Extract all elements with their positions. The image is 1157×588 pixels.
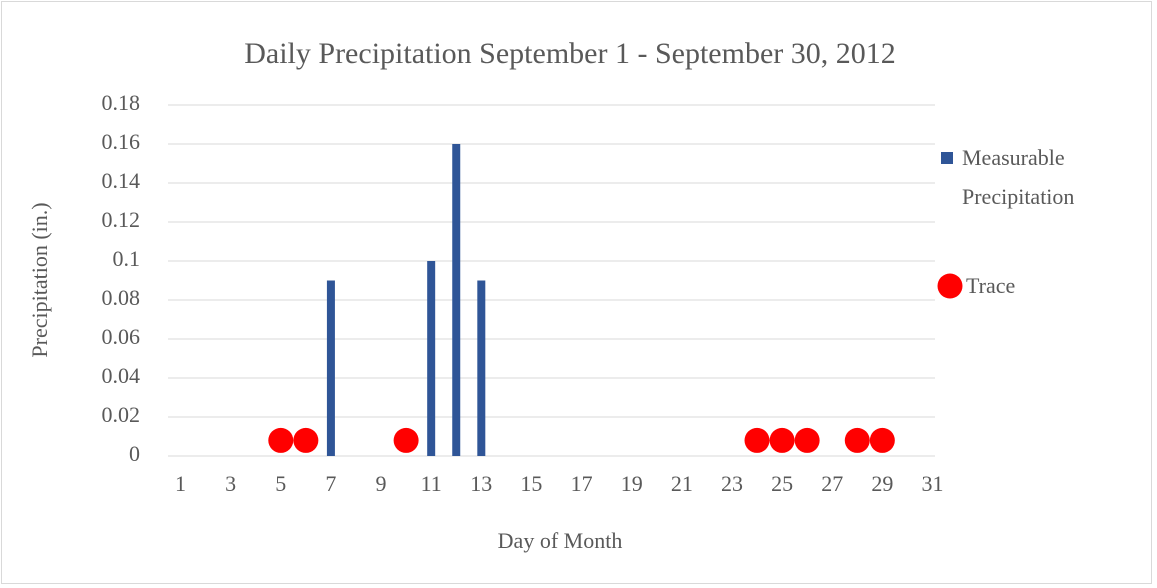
x-tick-label: 15	[520, 471, 542, 496]
legend-swatch	[937, 273, 963, 299]
x-tick-label: 1	[175, 471, 186, 496]
x-tick-label: 19	[621, 471, 643, 496]
x-tick-label: 13	[470, 471, 492, 496]
trace-point	[769, 427, 795, 453]
x-tick-label: 3	[225, 471, 236, 496]
y-tick-label: 0.14	[102, 168, 141, 193]
legend-label: Trace	[966, 273, 1016, 298]
y-tick-label: 0.08	[102, 285, 141, 310]
x-tick-label: 11	[421, 471, 442, 496]
y-tick-label: 0.12	[102, 207, 141, 232]
x-axis-label: Day of Month	[498, 528, 623, 553]
x-tick-label: 25	[771, 471, 793, 496]
bar	[477, 280, 486, 456]
bar	[427, 261, 436, 456]
y-tick-label: 0.16	[102, 129, 141, 154]
y-tick-label: 0.18	[102, 90, 141, 115]
x-tick-label: 27	[821, 471, 843, 496]
x-tick-label: 9	[376, 471, 387, 496]
legend-swatch	[941, 152, 953, 164]
y-tick-label: 0	[129, 441, 140, 466]
trace-point	[844, 427, 870, 453]
y-tick-label: 0.04	[102, 363, 141, 388]
y-axis-label: Precipitation (in.)	[27, 202, 52, 357]
x-tick-label: 7	[325, 471, 336, 496]
x-tick-label: 31	[921, 471, 943, 496]
trace-point	[869, 427, 895, 453]
x-tick-label: 23	[721, 471, 743, 496]
trace-point	[393, 427, 419, 453]
trace-point	[794, 427, 820, 453]
bar	[452, 144, 461, 456]
legend-label: Measurable Precipitation	[962, 145, 1075, 209]
y-tick-label: 0.02	[102, 402, 141, 427]
trace-point	[293, 427, 319, 453]
y-tick-label: 0.1	[113, 246, 141, 271]
x-tick-label: 29	[871, 471, 893, 496]
chart-title: Daily Precipitation September 1 - Septem…	[244, 37, 896, 70]
x-tick-label: 17	[571, 471, 593, 496]
x-tick-label: 5	[275, 471, 286, 496]
trace-point	[268, 427, 294, 453]
trace-point	[744, 427, 770, 453]
bar	[326, 280, 335, 456]
x-tick-label: 21	[671, 471, 693, 496]
y-tick-label: 0.06	[102, 324, 141, 349]
